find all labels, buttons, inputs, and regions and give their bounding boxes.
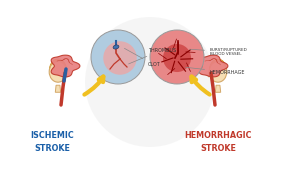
Ellipse shape [113, 45, 119, 49]
Circle shape [150, 30, 204, 84]
Text: HEMORRHAGIC
STROKE: HEMORRHAGIC STROKE [184, 131, 252, 153]
Text: THROMBUS: THROMBUS [129, 47, 176, 64]
Circle shape [91, 30, 145, 84]
Polygon shape [55, 85, 61, 92]
Polygon shape [215, 85, 221, 92]
Polygon shape [199, 55, 228, 77]
Circle shape [85, 17, 215, 147]
Circle shape [163, 44, 191, 72]
Text: BURST/RUPTURED
BLOOD VESSEL: BURST/RUPTURED BLOOD VESSEL [190, 48, 248, 56]
Text: ISCHEMIC
STROKE: ISCHEMIC STROKE [30, 131, 74, 153]
Text: HEMORRHAGE: HEMORRHAGE [186, 67, 245, 74]
Text: CLOT: CLOT [124, 48, 161, 67]
Circle shape [103, 41, 137, 75]
Ellipse shape [209, 61, 227, 82]
Polygon shape [209, 59, 226, 70]
Polygon shape [50, 59, 67, 70]
Ellipse shape [49, 61, 67, 82]
Polygon shape [51, 55, 80, 77]
